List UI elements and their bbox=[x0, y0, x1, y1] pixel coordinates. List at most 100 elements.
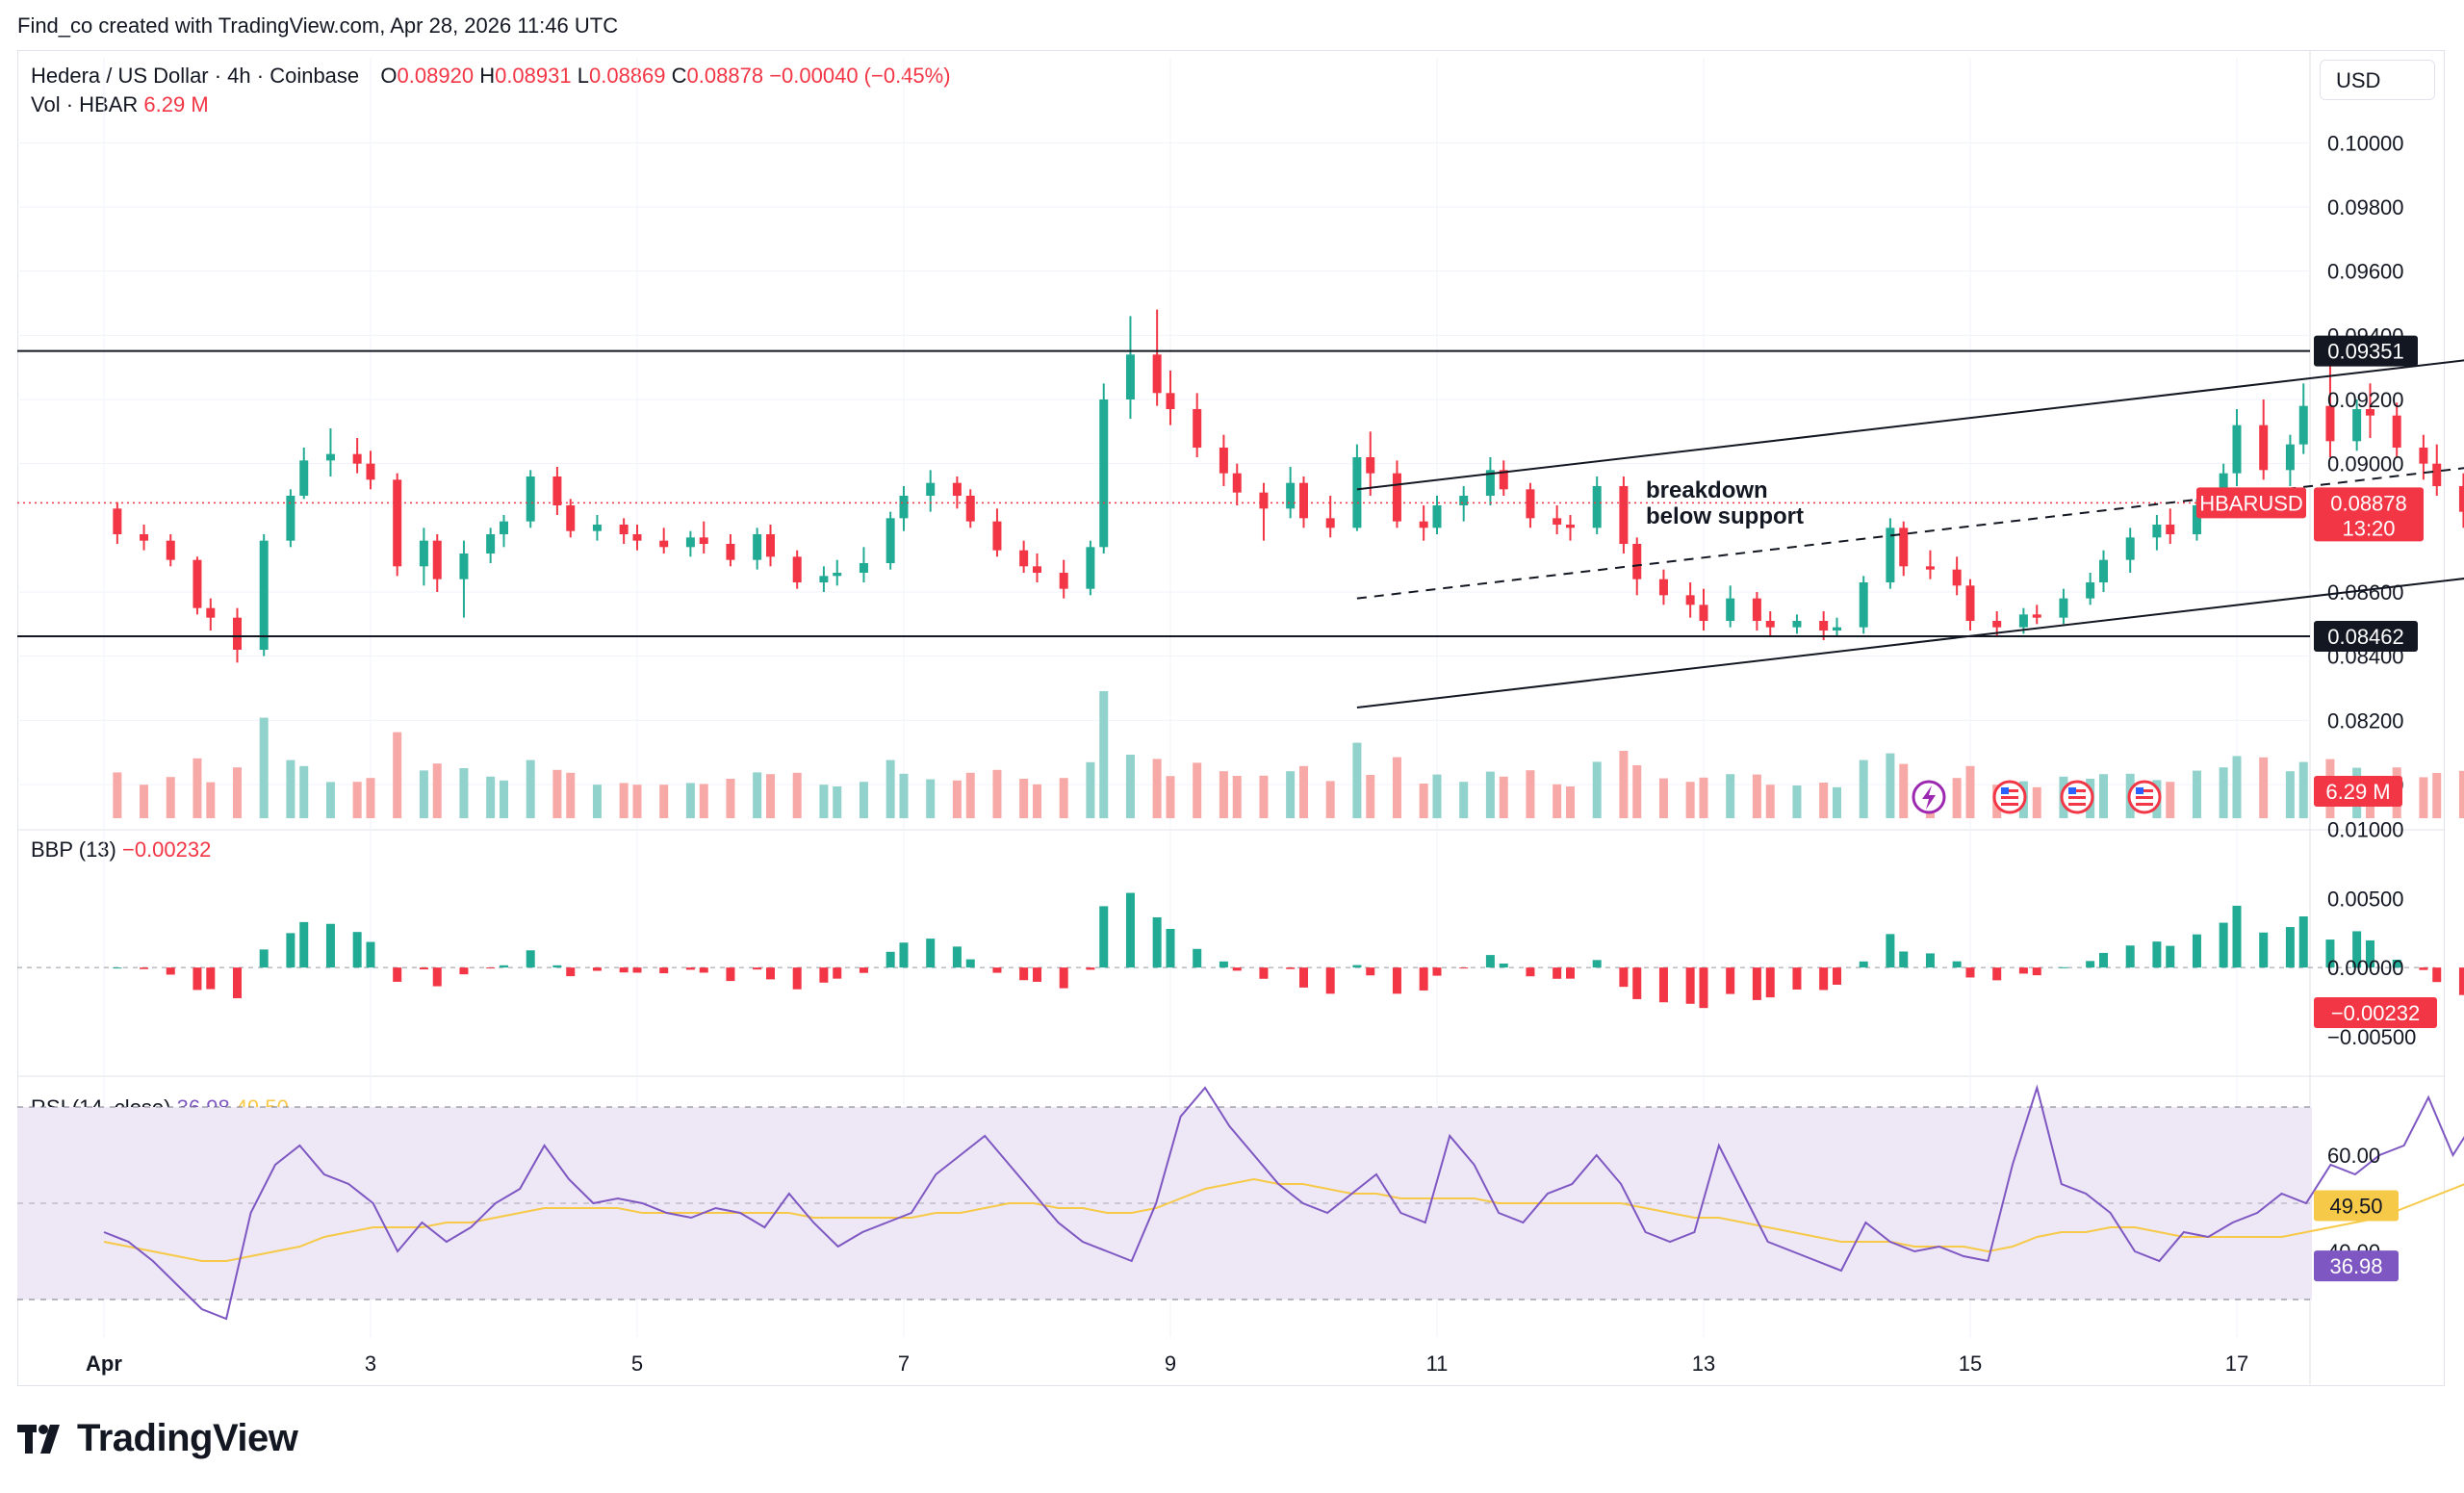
volume-bar bbox=[1299, 765, 1308, 818]
bbp-bar bbox=[1432, 967, 1442, 976]
bbp-bar bbox=[2086, 961, 2095, 968]
annotation-line2[interactable]: below support bbox=[1646, 503, 1804, 529]
candle-body bbox=[1566, 525, 1575, 528]
volume-badge-bg bbox=[2314, 776, 2402, 807]
volume-bar bbox=[286, 759, 295, 818]
volume-bar bbox=[1033, 784, 1041, 818]
candle-body bbox=[1859, 582, 1868, 628]
time-tick-label: 11 bbox=[1426, 1351, 1449, 1376]
rsi-badge-bg bbox=[2314, 1250, 2399, 1282]
currency-selector[interactable]: USD bbox=[2320, 60, 2435, 100]
bbp-bar bbox=[632, 967, 642, 973]
volume-bar bbox=[1592, 761, 1602, 818]
rsi-ma-line bbox=[103, 1177, 2464, 1262]
annotation-line1[interactable]: breakdown bbox=[1646, 477, 1768, 503]
candle-body bbox=[393, 479, 402, 567]
volume-bar bbox=[2192, 770, 2201, 818]
bbp-bar bbox=[592, 967, 602, 971]
volume-bar bbox=[1059, 778, 1068, 818]
rsi-ma-badge-bg bbox=[2314, 1190, 2399, 1222]
candle-body bbox=[2458, 486, 2464, 512]
candle-body bbox=[1193, 409, 1202, 448]
countdown-badge: 13:20 bbox=[2342, 516, 2395, 540]
candle-body bbox=[113, 508, 122, 534]
candle-body bbox=[2285, 444, 2295, 471]
volume-bar bbox=[1232, 776, 1242, 818]
candle-body bbox=[1925, 566, 1935, 570]
volume-bar bbox=[859, 782, 868, 818]
tradingview-logo[interactable]: TradingView bbox=[17, 1417, 298, 1460]
bbp-bar bbox=[526, 950, 535, 968]
rsi-ma-badge: 49.50 bbox=[2329, 1195, 2382, 1219]
volume-bar bbox=[2219, 767, 2228, 818]
candle-body bbox=[432, 540, 442, 579]
candle-body bbox=[325, 453, 335, 461]
resistance-badge-bg bbox=[2314, 335, 2418, 367]
bbp-bar bbox=[1099, 906, 1109, 968]
candle-body bbox=[526, 476, 535, 522]
candle-body bbox=[2352, 409, 2362, 442]
candle-body bbox=[2432, 463, 2442, 486]
volume-bar bbox=[1419, 784, 1428, 818]
bbp-bar bbox=[1592, 960, 1602, 968]
candle-body bbox=[1325, 518, 1335, 528]
candle-body bbox=[1219, 448, 1228, 474]
volume-bar bbox=[1526, 770, 1535, 818]
time-tick-label: 5 bbox=[631, 1351, 643, 1376]
events-row bbox=[1912, 780, 2162, 814]
volume-bar bbox=[1352, 742, 1362, 818]
support-badge-bg bbox=[2314, 621, 2418, 652]
volume-bar bbox=[1432, 774, 1442, 818]
bbp-legend[interactable]: BBP (13) −0.00232 bbox=[31, 837, 211, 862]
candle-body bbox=[259, 540, 269, 650]
candle-body bbox=[699, 537, 708, 544]
volume-bar bbox=[1086, 761, 1095, 818]
bbp-bar bbox=[1566, 967, 1575, 979]
volume-bar bbox=[459, 768, 469, 818]
bbp-bar bbox=[1952, 961, 1962, 968]
bbp-tick-label: 0.01000 bbox=[2327, 817, 2404, 841]
volume-label: Vol · HBAR bbox=[31, 92, 139, 116]
candle-body bbox=[1366, 457, 1375, 474]
bbp-bar bbox=[1366, 967, 1375, 976]
bbp-bar bbox=[2366, 940, 2374, 968]
volume-bar bbox=[1259, 775, 1269, 818]
time-tick-label: Apr bbox=[86, 1351, 122, 1376]
bbp-bar bbox=[899, 942, 909, 968]
candle-body bbox=[766, 534, 775, 557]
bbp-bar bbox=[393, 967, 402, 982]
candle-body bbox=[2125, 537, 2135, 560]
bbp-bar bbox=[459, 967, 469, 975]
symbol-name[interactable]: Hedera / US Dollar · 4h · Coinbase bbox=[31, 64, 360, 88]
volume-legend[interactable]: Vol · HBAR 6.29 M bbox=[31, 92, 209, 117]
volume-bar bbox=[792, 772, 802, 818]
candle-body bbox=[1286, 482, 1296, 509]
candle-body bbox=[1899, 528, 1909, 567]
volume-bar bbox=[206, 782, 216, 818]
us-flag-stripe bbox=[2136, 803, 2153, 806]
candle-body bbox=[1886, 528, 1895, 582]
bbp-bar bbox=[1485, 955, 1495, 968]
bbp-bar bbox=[965, 959, 975, 968]
time-tick-label: 9 bbox=[1165, 1351, 1176, 1376]
volume-bar bbox=[1632, 765, 1642, 818]
candle-body bbox=[1099, 399, 1109, 548]
time-tick-label: 3 bbox=[365, 1351, 376, 1376]
bbp-bar bbox=[699, 967, 708, 973]
candle-body bbox=[2298, 405, 2308, 445]
volume-bar bbox=[1859, 759, 1868, 818]
volume-bar bbox=[2259, 757, 2269, 818]
volume-bar bbox=[619, 783, 629, 818]
volume-bar bbox=[2032, 786, 2041, 818]
bbp-bar bbox=[2099, 952, 2108, 968]
candle-body bbox=[726, 544, 735, 560]
symbol-legend[interactable]: Hedera / US Dollar · 4h · Coinbase O0.08… bbox=[31, 64, 951, 89]
us-flag-canton bbox=[2001, 787, 2009, 794]
candle-body bbox=[753, 534, 762, 560]
chart-credit: Find_co created with TradingView.com, Ap… bbox=[17, 13, 619, 38]
rsi-line bbox=[103, 1084, 2464, 1321]
time-axis: Apr357911131517192123252729May3 bbox=[86, 1351, 2248, 1376]
candle-body bbox=[926, 482, 936, 496]
